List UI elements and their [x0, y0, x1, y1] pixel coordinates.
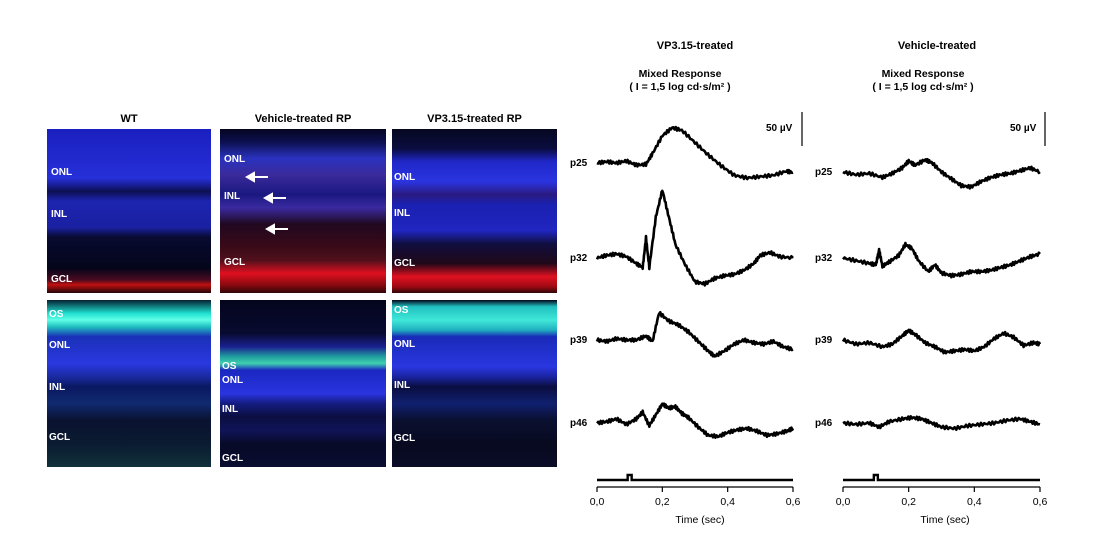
layer-label: ONL	[394, 339, 416, 350]
x-tick-label: 0,4	[720, 496, 735, 508]
micrograph-vehicle-top: ONL INL GCL	[220, 129, 386, 293]
arrow-annotations	[244, 171, 288, 235]
layer-label: INL	[49, 382, 66, 393]
trace-label-p39: p39	[570, 335, 588, 346]
x-tick-label: 0,2	[655, 496, 670, 508]
erg-trace-p32	[595, 189, 794, 287]
chart2-title: Vehicle-treated	[897, 40, 977, 52]
layer-label: GCL	[51, 274, 73, 285]
chart1-title: VP3.15-treated	[656, 40, 734, 52]
erg-trace-p39	[595, 311, 794, 358]
trace-label-p32: p32	[570, 253, 588, 264]
stimulus-trace	[843, 473, 1040, 482]
erg-trace-p46	[842, 415, 1041, 431]
col-title-wt: WT	[120, 113, 138, 125]
chart2-xlabel: Time (sec)	[920, 514, 970, 526]
layer-label: INL	[394, 208, 411, 219]
x-tick-label: 0,0	[836, 496, 851, 508]
chart2-subtitle: Mixed Response	[881, 68, 965, 80]
layer-label: ONL	[49, 340, 71, 351]
trace-label-p46: p46	[815, 418, 833, 429]
chart1-subtitle: Mixed Response	[638, 68, 722, 80]
chart2-intensity: ( I = 1,5 log cd·s/m² )	[872, 81, 974, 93]
x-tick-label: 0,4	[967, 496, 982, 508]
micrograph-vp315-bottom: OS ONL INL GCL	[392, 300, 557, 467]
layer-label: ONL	[51, 167, 73, 178]
layer-label: GCL	[222, 453, 244, 464]
x-tick-label: 0,2	[901, 496, 916, 508]
x-tick-label: 0,6	[1033, 496, 1048, 508]
layer-label: INL	[224, 191, 241, 202]
trace-label-p25: p25	[570, 158, 588, 169]
micrograph-wt-bottom: OS ONL INL GCL	[47, 300, 211, 467]
x-tick-label: 0,0	[590, 496, 605, 508]
chart1-scale-label: 50 µV	[766, 123, 793, 134]
layer-label: OS	[222, 361, 237, 372]
erg-trace-p25	[842, 157, 1041, 190]
chart1-intensity: ( I = 1,5 log cd·s/m² )	[629, 81, 731, 93]
erg-trace-p46	[596, 402, 795, 439]
micrograph-vehicle-bottom: OS ONL INL GCL	[220, 300, 386, 467]
layer-label: INL	[394, 380, 411, 391]
layer-label: GCL	[394, 433, 416, 444]
erg-trace-p32	[842, 241, 1041, 279]
trace-label-p46: p46	[570, 418, 588, 429]
trace-label-p25: p25	[815, 167, 833, 178]
layer-label: GCL	[49, 432, 71, 443]
layer-label: OS	[394, 305, 409, 316]
layer-label: INL	[51, 209, 68, 220]
stimulus-trace	[597, 473, 793, 482]
x-tick-label: 0,6	[786, 496, 801, 508]
layer-label: ONL	[222, 375, 244, 386]
layer-label: GCL	[394, 258, 416, 269]
col-title-vehicle-rp: Vehicle-treated RP	[254, 113, 352, 125]
col-title-vp315-rp: VP3.15-treated RP	[427, 113, 522, 125]
micrograph-vp315-top: ONL INL GCL	[392, 129, 557, 293]
layer-label: GCL	[224, 257, 246, 268]
layer-label: ONL	[394, 172, 416, 183]
layer-label: ONL	[224, 154, 246, 165]
erg-trace-p25	[596, 125, 794, 181]
chart1-xlabel: Time (sec)	[675, 514, 725, 526]
micrograph-wt-top: ONL INL GCL	[47, 129, 211, 293]
trace-label-p39: p39	[815, 335, 833, 346]
layer-label: INL	[222, 404, 239, 415]
chart2-scale-label: 50 µV	[1010, 123, 1037, 134]
trace-label-p32: p32	[815, 253, 833, 264]
erg-trace-p39	[841, 328, 1042, 355]
layer-label: OS	[49, 309, 64, 320]
